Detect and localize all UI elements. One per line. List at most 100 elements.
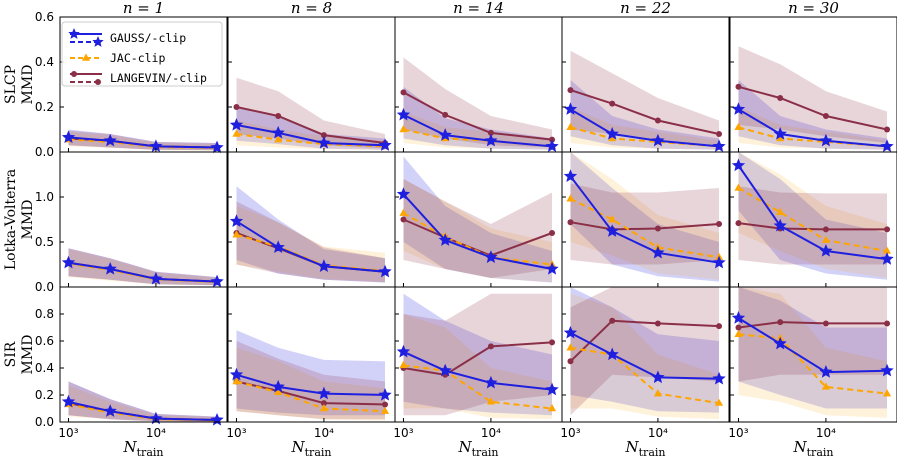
- legend-marker-star: [92, 36, 104, 47]
- marker-gauss: [484, 375, 498, 389]
- marker-jac: [734, 122, 743, 130]
- ytick-label: 0.4: [35, 361, 54, 375]
- marker-gauss: [103, 404, 117, 417]
- x-axis-label-main: N: [123, 438, 138, 456]
- marker-jac: [274, 387, 283, 395]
- line-gauss: [737, 317, 888, 374]
- marker-lang: [716, 221, 723, 227]
- marker-lang: [320, 400, 327, 407]
- line-lang: [403, 341, 553, 376]
- marker-jac: [566, 343, 575, 351]
- marker-lang: [777, 319, 784, 326]
- marker-gauss: [712, 139, 726, 153]
- marker-jac: [547, 404, 557, 412]
- panel-r2-c2: [394, 286, 563, 423]
- marker-lang: [567, 358, 574, 365]
- marker-jac: [882, 389, 892, 397]
- x-axis-label-sub: train: [305, 446, 332, 457]
- line-lang: [738, 222, 887, 231]
- x-axis-label-main: N: [458, 438, 473, 456]
- band-lang: [68, 381, 217, 422]
- marker-gauss: [396, 107, 411, 121]
- x-axis-label: Ntrain: [123, 438, 164, 457]
- column-title: n = 8: [291, 0, 332, 17]
- marker-gauss: [819, 133, 833, 147]
- band-gauss: [570, 287, 719, 413]
- marker-gauss: [317, 386, 331, 400]
- xtick-label: 10⁴: [648, 426, 668, 440]
- panel-r2-c0: [59, 286, 228, 426]
- xtick-label: 10⁴: [481, 426, 501, 440]
- marker-jac: [821, 382, 830, 390]
- marker-gauss: [378, 138, 392, 151]
- band-jac: [403, 179, 552, 283]
- marker-lang: [320, 132, 327, 139]
- marker-lang: [654, 117, 661, 124]
- marker-jac: [232, 377, 241, 385]
- line-gauss: [68, 136, 218, 149]
- line-gauss: [569, 175, 720, 264]
- marker-lang: [233, 104, 240, 110]
- marker-gauss: [61, 255, 76, 269]
- x-axis-label: Ntrain: [625, 438, 666, 457]
- legend-entry-label: GAUSS/-clip: [110, 31, 186, 45]
- marker-lang: [735, 324, 742, 331]
- xtick-label: 10⁴: [314, 426, 334, 440]
- band-lang: [570, 183, 719, 265]
- line-gauss: [569, 108, 720, 148]
- marker-gauss: [210, 412, 224, 426]
- marker-gauss: [396, 187, 411, 200]
- band-jac: [570, 152, 719, 280]
- band-lang: [738, 46, 887, 143]
- panel-r1-c2: [394, 151, 563, 288]
- band-lang: [738, 186, 887, 265]
- row-label-metric: MMD: [20, 200, 36, 240]
- legend-marker-circle: [95, 79, 101, 85]
- ytick-label: 0.8: [35, 307, 54, 321]
- line-gauss: [68, 261, 218, 283]
- marker-jac: [274, 135, 283, 143]
- row-label-name: SLCP: [3, 65, 19, 104]
- marker-gauss: [731, 311, 746, 324]
- marker-gauss: [651, 245, 665, 259]
- marker-lang: [442, 111, 449, 118]
- line-jac: [738, 126, 888, 148]
- marker-gauss: [545, 382, 559, 396]
- marker-jac: [380, 406, 390, 414]
- marker-jac: [734, 329, 743, 337]
- marker-gauss: [271, 125, 285, 139]
- marker-gauss: [396, 344, 411, 358]
- marker-jac: [776, 207, 785, 215]
- marker-jac: [608, 134, 617, 142]
- row-label-name: SIR: [3, 341, 19, 367]
- ytick-label: 0.0: [35, 280, 54, 294]
- line-gauss: [236, 373, 386, 396]
- marker-gauss: [484, 250, 498, 263]
- line-lang: [569, 319, 720, 363]
- ytick-label: 0.4: [35, 55, 54, 69]
- marker-lang: [609, 100, 616, 107]
- line-jac: [236, 380, 386, 413]
- panel-r1-c3: [561, 151, 730, 288]
- marker-jac: [653, 389, 662, 397]
- line-lang: [570, 221, 720, 231]
- x-axis-label-sub: train: [137, 446, 164, 457]
- band-jac: [236, 347, 385, 421]
- marker-gauss: [712, 255, 726, 269]
- band-lang: [236, 341, 385, 420]
- line-gauss: [68, 400, 218, 421]
- marker-lang: [382, 401, 389, 408]
- line-gauss: [737, 108, 888, 148]
- line-jac: [403, 212, 553, 266]
- band-jac: [403, 314, 552, 420]
- marker-jac: [821, 235, 830, 243]
- ytick-label: 0.2: [35, 100, 54, 114]
- marker-gauss: [61, 130, 76, 144]
- marker-lang: [567, 87, 574, 94]
- line-jac: [570, 197, 720, 259]
- legend: GAUSS/-clip JAC-clip LANGEVIN/-clip: [61, 21, 223, 87]
- band-jac: [403, 111, 552, 150]
- ytick-label: 0.2: [35, 388, 54, 402]
- band-jac: [68, 249, 217, 286]
